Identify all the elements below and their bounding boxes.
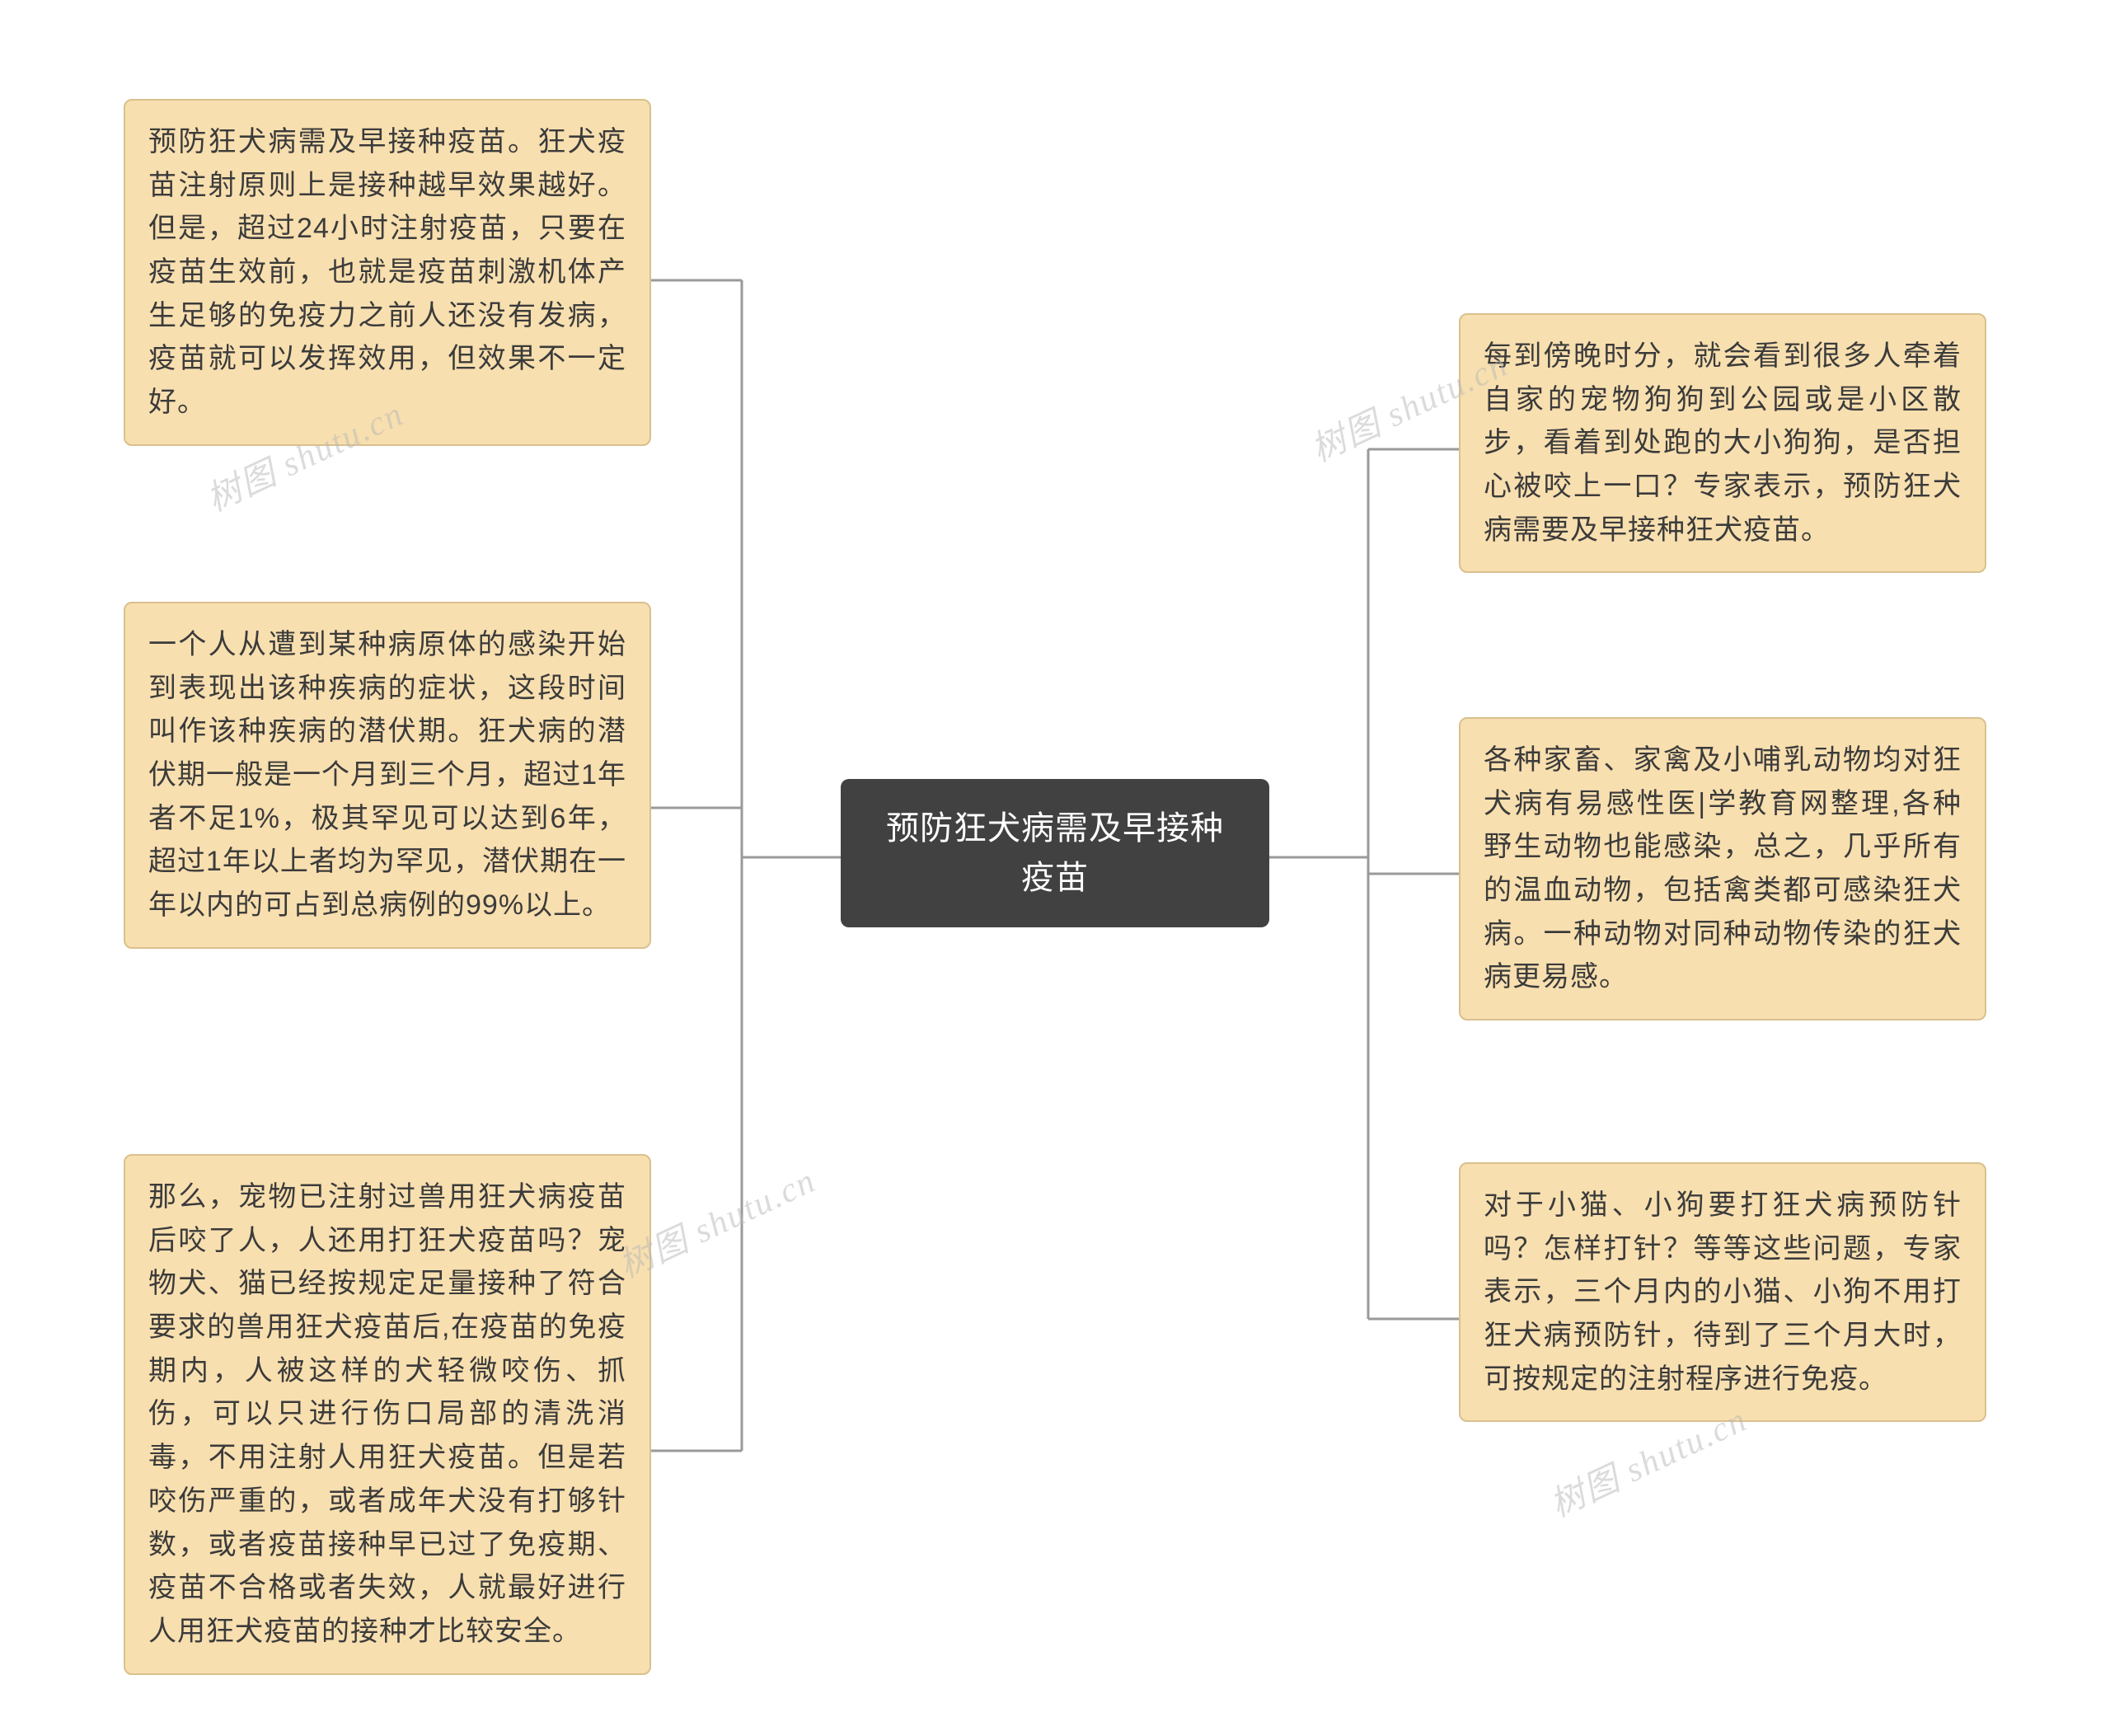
leaf-right-0[interactable]: 每到傍晚时分，就会看到很多人牵着自家的宠物狗狗到公园或是小区散步，看着到处跑的大… [1459, 313, 1986, 573]
leaf-left-1[interactable]: 一个人从遭到某种病原体的感染开始到表现出该种疾病的症状，这段时间叫作该种疾病的潜… [124, 602, 651, 949]
leaf-left-2[interactable]: 那么，宠物已注射过兽用狂犬病疫苗后咬了人，人还用打狂犬疫苗吗？宠物犬、猫已经按规… [124, 1154, 651, 1675]
leaf-right-2[interactable]: 对于小猫、小狗要打狂犬病预防针吗？怎样打针？等等这些问题，专家表示，三个月内的小… [1459, 1162, 1986, 1422]
leaf-right-1[interactable]: 各种家畜、家禽及小哺乳动物均对狂犬病有易感性医|学教育网整理,各种野生动物也能感… [1459, 717, 1986, 1020]
center-node[interactable]: 预防狂犬病需及早接种疫苗 [841, 779, 1269, 927]
leaf-left-0[interactable]: 预防狂犬病需及早接种疫苗。狂犬疫苗注射原则上是接种越早效果越好。但是，超过24小… [124, 99, 651, 446]
mindmap-canvas: 预防狂犬病需及早接种疫苗 预防狂犬病需及早接种疫苗。狂犬疫苗注射原则上是接种越早… [0, 0, 2110, 1736]
